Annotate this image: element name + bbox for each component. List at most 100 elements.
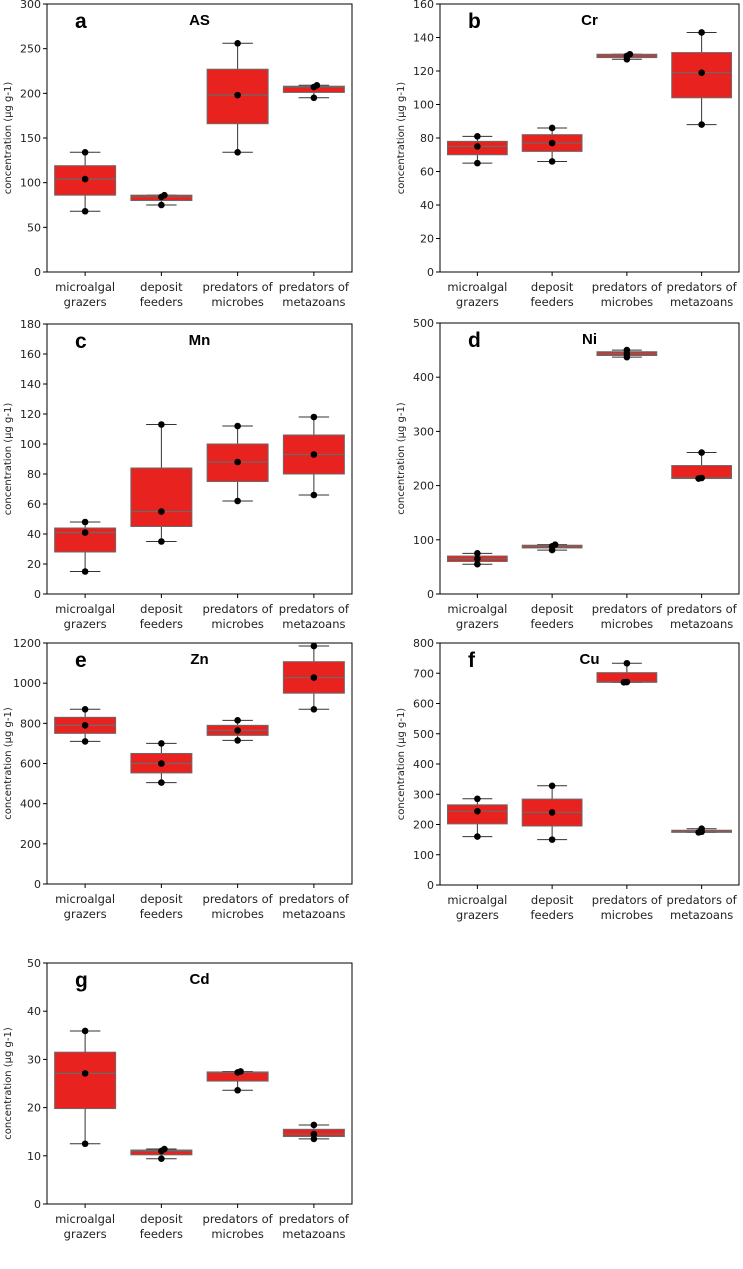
y-tick-label: 120 (413, 65, 434, 78)
y-tick-label: 0 (427, 588, 434, 601)
data-point (158, 201, 165, 209)
panel-title: Ni (582, 331, 597, 348)
y-tick-label: 0 (34, 588, 41, 601)
data-point (623, 346, 631, 354)
x-tick-label: grazers (64, 617, 107, 631)
box-group (671, 449, 733, 482)
y-tick-label: 300 (413, 788, 434, 801)
data-point (698, 825, 705, 833)
box-group (446, 133, 508, 167)
data-point (161, 1145, 168, 1153)
x-tick-label: feeders (530, 617, 573, 631)
y-tick-label: 200 (20, 87, 41, 100)
x-tick-label: deposit (531, 893, 574, 907)
y-tick-label: 10 (27, 1150, 41, 1163)
data-point (81, 568, 89, 575)
plot-frame (46, 323, 353, 595)
x-tick-label: predators of (279, 1212, 350, 1226)
box-group (282, 81, 345, 102)
y-tick-label: 800 (413, 637, 434, 650)
data-point (81, 207, 89, 215)
data-point (237, 1068, 244, 1075)
box-group (206, 422, 269, 505)
y-tick-label: 160 (20, 348, 41, 361)
x-tick-label: microbes (601, 617, 654, 631)
box-group (206, 1068, 269, 1094)
y-tick-label: 40 (420, 199, 434, 212)
box-group (596, 346, 658, 361)
data-point (548, 158, 556, 165)
y-tick-label: 500 (413, 317, 434, 330)
y-tick-label: 0 (34, 266, 41, 279)
y-tick-label: 60 (420, 166, 434, 179)
x-tick-label: microbes (211, 1227, 264, 1241)
data-point (310, 1130, 318, 1138)
data-point (474, 555, 481, 563)
data-point (623, 678, 631, 686)
data-point (81, 148, 89, 156)
data-point (310, 674, 318, 681)
data-point (313, 81, 321, 89)
box-group (446, 550, 508, 568)
data-point (548, 809, 556, 816)
box-group (206, 40, 269, 156)
y-tick-label: 800 (20, 717, 41, 730)
panel-letter: f (468, 649, 476, 672)
data-point (158, 740, 165, 747)
y-tick-label: 140 (413, 32, 434, 45)
y-tick-label: 200 (20, 838, 41, 851)
y-tick-label: 0 (34, 1198, 41, 1211)
data-point (474, 159, 481, 167)
panel-e: 0 200 400 600 800 1000 1200 concentration (µg g… (3, 637, 353, 921)
box-group (521, 782, 583, 843)
box-group (130, 421, 193, 545)
x-tick-label: predators of (667, 893, 738, 907)
x-tick-label: feeders (530, 295, 573, 309)
data-point (698, 121, 705, 128)
x-tick-label: feeders (140, 617, 183, 631)
y-tick-label: 100 (20, 438, 41, 451)
x-tick-label: predators of (667, 602, 738, 616)
data-point (81, 738, 89, 745)
box-group (54, 148, 117, 215)
data-point (81, 705, 89, 713)
panel-title: Cd (190, 971, 210, 988)
x-tick-label: microalgal (55, 280, 115, 294)
panel-c: 0 20 40 60 80 100 120 140 160 180 concentration (µ… (3, 318, 353, 631)
box-group (54, 518, 117, 575)
x-tick-label: predators of (203, 602, 274, 616)
plot-frame (46, 962, 353, 1205)
x-tick-label: grazers (64, 295, 107, 309)
x-tick-label: grazers (456, 295, 499, 309)
data-point (81, 518, 89, 526)
data-point (158, 1155, 165, 1162)
x-tick-label: metazoans (670, 295, 733, 309)
data-point (548, 782, 556, 790)
x-tick-label: deposit (140, 892, 183, 906)
panel-f: 0 100 200 300 400 500 600 700 800 concentration (… (396, 637, 740, 922)
y-tick-label: 300 (20, 0, 41, 11)
y-axis-label: concentration (µg g-1) (396, 82, 407, 195)
x-tick-label: microbes (601, 908, 654, 922)
panel-d: 0 100 200 300 400 500 concentration (µg g-1) d N… (396, 317, 740, 631)
y-tick-label: 140 (20, 378, 41, 391)
y-tick-label: 80 (420, 132, 434, 145)
box-group (206, 717, 269, 744)
data-point (81, 1027, 89, 1035)
panel-letter: c (75, 330, 87, 353)
y-tick-label: 100 (413, 849, 434, 862)
y-tick-label: 20 (420, 233, 434, 246)
data-point (234, 422, 241, 430)
y-axis-label: concentration (µg g-1) (3, 403, 14, 516)
y-tick-label: 1000 (13, 677, 41, 690)
data-point (158, 538, 165, 545)
data-point (698, 69, 705, 76)
data-point (81, 722, 89, 729)
panel-letter: d (468, 329, 481, 352)
x-tick-label: metazoans (282, 907, 345, 921)
x-tick-label: metazoans (282, 617, 345, 631)
panel-g: 0 10 20 30 40 50 concentration (µg g-1) g Cd micr… (3, 957, 353, 1241)
data-point (474, 550, 481, 557)
data-point (548, 139, 556, 147)
